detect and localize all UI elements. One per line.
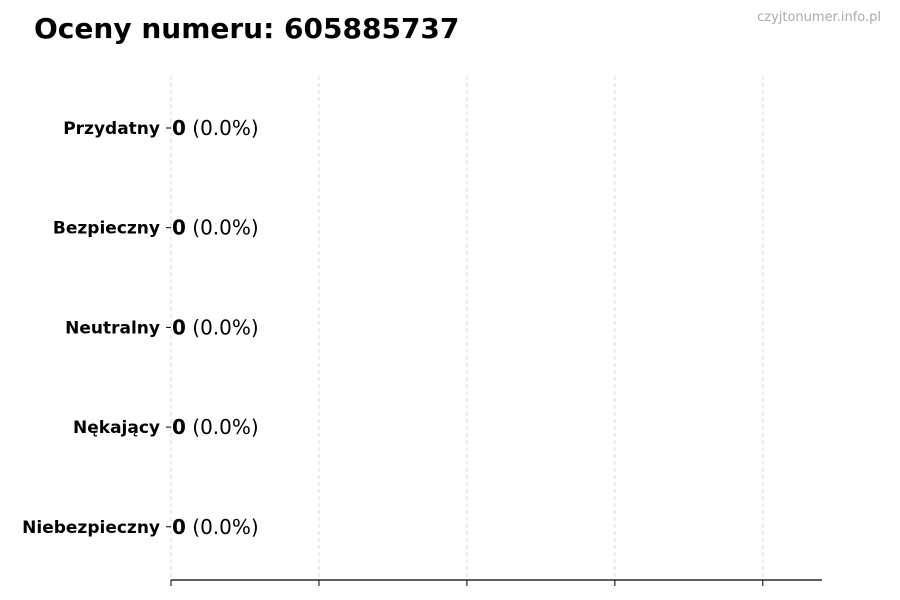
data-label-percent: (0.0%) <box>186 415 259 439</box>
data-label-percent: (0.0%) <box>186 515 259 539</box>
chart-title: Oceny numeru: 605885737 <box>34 12 460 45</box>
data-label-percent: (0.0%) <box>186 216 259 240</box>
data-label: 0 (0.0%) <box>172 415 259 439</box>
data-label-count: 0 <box>172 315 186 339</box>
data-label-count: 0 <box>172 515 186 539</box>
data-label-percent: (0.0%) <box>186 315 259 339</box>
watermark: czyjtonumer.info.pl <box>757 10 881 25</box>
category-label: Niebezpieczny <box>22 518 160 538</box>
data-label-count: 0 <box>172 116 186 140</box>
data-label-count: 0 <box>172 216 186 240</box>
category-label: Bezpieczny <box>53 219 160 239</box>
category-label: Neutralny <box>65 318 160 338</box>
category-label: Nękający <box>73 418 160 438</box>
data-label-count: 0 <box>172 415 186 439</box>
data-label: 0 (0.0%) <box>172 216 259 240</box>
category-label: Przydatny <box>63 119 160 139</box>
data-label-percent: (0.0%) <box>186 116 259 140</box>
data-label: 0 (0.0%) <box>172 515 259 539</box>
data-label: 0 (0.0%) <box>172 116 259 140</box>
data-label: 0 (0.0%) <box>172 315 259 339</box>
